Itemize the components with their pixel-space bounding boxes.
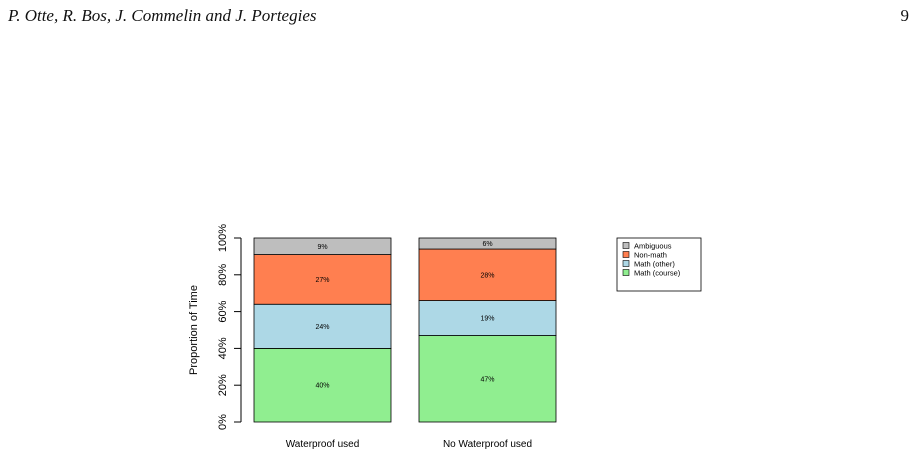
data-label: 9% <box>317 244 327 251</box>
legend-swatch <box>622 242 630 249</box>
y-axis-label: Proportion of Time <box>188 285 200 375</box>
data-label: 27% <box>315 277 329 284</box>
bar-segment <box>253 347 392 423</box>
legend-swatch <box>622 269 630 276</box>
data-label: 24% <box>315 324 329 331</box>
legend-swatch <box>622 251 630 258</box>
y-tick-label: 100% <box>217 224 229 252</box>
y-tick-label: 0% <box>217 414 229 430</box>
y-tick-label: 60% <box>217 300 229 322</box>
y-tick-label: 40% <box>217 337 229 359</box>
legend-box <box>616 237 702 292</box>
data-label: 19% <box>480 316 494 323</box>
data-label: 28% <box>480 272 494 279</box>
data-label: 6% <box>482 241 492 248</box>
bar-segment <box>418 237 557 250</box>
data-label: 40% <box>315 383 329 390</box>
running-head-authors: P. Otte, R. Bos, J. Commelin and J. Port… <box>8 6 317 25</box>
bar-segment <box>418 248 557 301</box>
legend-swatch <box>622 260 630 267</box>
y-tick-label: 80% <box>217 264 229 286</box>
legend-label: Math (other) <box>634 260 675 269</box>
bar-segment <box>418 300 557 336</box>
legend-label: Ambiguous <box>634 242 672 251</box>
data-label: 47% <box>480 376 494 383</box>
page-number: 9 <box>900 6 910 25</box>
bar-segment <box>253 237 392 255</box>
legend-label: Math (course) <box>634 269 681 278</box>
x-tick-label: No Waterproof used <box>443 439 532 450</box>
x-tick-label: Waterproof used <box>286 439 360 450</box>
bar-segment <box>253 254 392 305</box>
legend-label: Non-math <box>634 251 667 260</box>
y-tick-label: 20% <box>217 374 229 396</box>
page-header: P. Otte, R. Bos, J. Commelin and J. Port… <box>8 6 909 30</box>
bar-segment <box>253 303 392 349</box>
